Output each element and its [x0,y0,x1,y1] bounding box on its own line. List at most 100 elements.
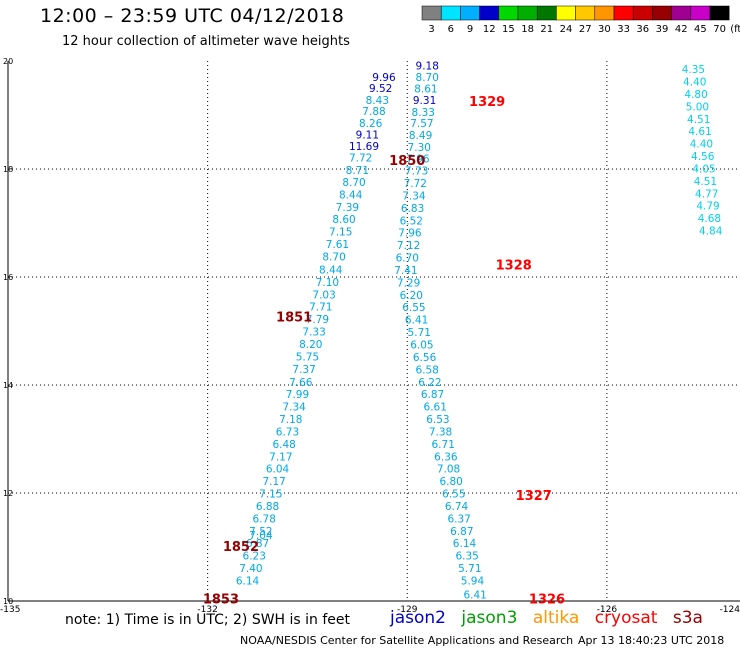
wave-height-point: 7.33 [302,327,325,339]
wave-height-point: 8.44 [319,264,343,276]
wave-height-point: 9.31 [413,95,436,107]
wave-height-point: 5.00 [686,101,709,113]
wave-height-point: 7.99 [286,389,309,401]
wave-height-point: 6.05 [410,340,433,352]
wave-height-point: 9.11 [356,129,379,141]
wave-height-point: 7.15 [259,489,282,501]
wave-height-point: 7.15 [329,227,352,239]
pass-label: 1852 [223,540,259,555]
scale-label: 70 [713,24,726,35]
wave-height-point: 9.52 [369,83,392,95]
wave-height-point: 7.71 [309,302,332,314]
wave-height-point: 6.55 [402,302,425,314]
wave-height-point: 6.87 [246,538,269,550]
wave-height-point: 6.83 [401,203,424,215]
wave-height-point: 7.18 [279,414,302,426]
wave-height-point: 7.38 [429,426,452,438]
wave-height-point: 7.10 [316,277,339,289]
scale-label: 45 [694,24,707,35]
pass-label: 1326 [529,592,565,607]
pass-label: 1327 [516,489,552,504]
wave-height-point: 6.23 [243,551,266,563]
wave-height-point: 8.43 [366,95,389,107]
wave-height-point: 6.41 [463,590,486,602]
wave-height-point: 8.20 [299,339,322,351]
wave-height-point: 4.35 [682,64,705,76]
wave-height-point: 7.04 [249,530,273,542]
wave-height-point: 4.68 [698,213,721,225]
wave-height-point: 6.52 [400,215,423,227]
wave-height-point: 6.80 [439,476,462,488]
chart-title: 12:00 – 23:59 UTC 04/12/2018 [40,5,345,27]
wave-height-point: 5.75 [296,351,319,363]
credit-line: NOAA/NESDIS Center for Satellite Applica… [240,634,574,647]
scale-label: 15 [502,24,515,35]
y-tick-label: 10 [3,597,13,606]
wave-height-point: 7.41 [394,265,417,277]
wave-height-point: 6.55 [442,489,465,501]
wave-height-point: 6.36 [434,451,458,463]
y-tick-label: 14 [3,381,13,390]
wave-height-point: 6.58 [416,364,439,376]
wave-height-point: 7.72 [349,153,372,165]
wave-height-point: 7.17 [262,476,285,488]
wave-height-point: 6.53 [426,414,449,426]
wave-height-point: 4.84 [699,226,723,238]
wave-height-point: 6.87 [421,389,444,401]
wave-height-point: 6.87 [450,526,473,538]
wave-height-point: 8.33 [412,107,435,119]
scale-label: 27 [579,24,592,35]
wave-height-point: 8.70 [322,251,345,263]
wave-height-point: 6.37 [447,513,470,525]
chart-subtitle: 12 hour collection of altimeter wave hei… [62,34,350,49]
wave-height-point: 4.51 [687,114,710,126]
wave-height-point: 6.20 [400,290,423,302]
wave-height-point: 5.71 [458,563,481,575]
scale-unit: (ft) [730,24,740,35]
wave-height-point: 4.51 [694,176,717,188]
scale-label: 39 [656,24,669,35]
wave-height-point: 4.40 [690,139,713,151]
wave-height-point: 7.17 [269,451,292,463]
legend-s3a: s3a [672,608,703,628]
wave-height-point: 7.34 [282,402,306,414]
wave-height-point: 7.96 [398,228,422,240]
wave-height-point: 11.69 [349,141,379,153]
wave-height-point: 8.70 [342,177,365,189]
wave-height-point: 7.34 [402,190,426,202]
wave-height-point: 6.74 [445,501,469,513]
wave-height-point: 6.35 [455,551,478,563]
wave-height-point: 6.14 [236,575,260,587]
pass-label: 1853 [203,592,239,607]
footer-note: note: 1) Time is in UTC; 2) SWH is in fe… [65,612,351,628]
wave-height-point: 4.79 [696,201,719,213]
wave-height-point: 4.80 [684,89,707,101]
generation-timestamp: Apr 13 18:40:23 UTC 2018 [578,634,725,647]
scale-label: 3 [428,24,434,35]
wave-height-point: 7.57 [410,118,433,130]
legend-jason3: jason3 [461,608,518,628]
wave-height-point: 8.70 [416,72,439,84]
wave-height-point: 7.40 [239,563,262,575]
y-tick-label: 20 [3,57,13,66]
scale-swatch [709,5,730,21]
wave-height-point: 6.70 [396,253,419,265]
wave-height-point: 4.56 [691,151,715,163]
wave-height-point: 6.41 [405,315,428,327]
wave-height-point: 7.96 [406,154,430,166]
wave-height-point: 7.73 [405,166,428,178]
wave-height-point: 8.71 [346,165,369,177]
wave-height-point: 7.12 [397,240,420,252]
wave-height-point: 6.61 [424,402,447,414]
wave-height-point: 7.61 [326,239,349,251]
wave-height-point: 8.44 [339,189,363,201]
scale-label: 12 [483,24,496,35]
y-tick-label: 16 [3,273,13,282]
scale-label: 33 [617,24,630,35]
scale-label: 6 [448,24,454,35]
wave-height-point: 6.22 [418,377,441,389]
wave-height-point: 7.66 [289,377,313,389]
wave-height-point: 7.72 [404,178,427,190]
x-tick-label: -135 [0,605,20,615]
